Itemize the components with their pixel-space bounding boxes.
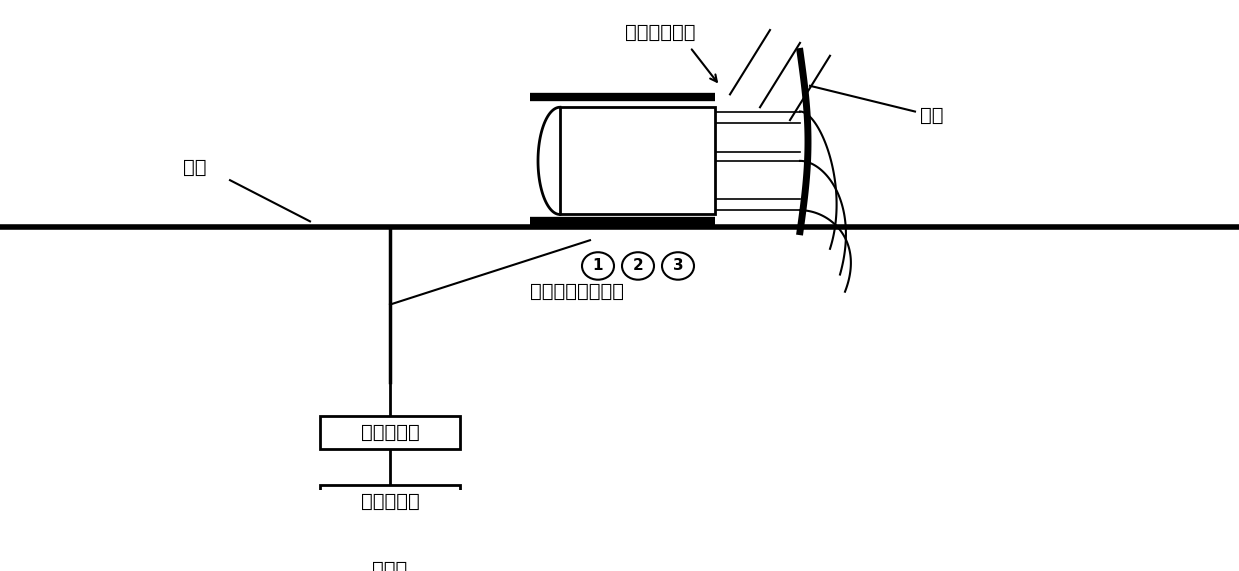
Text: 数据采集卡: 数据采集卡 xyxy=(361,492,419,510)
Text: 2: 2 xyxy=(633,259,643,274)
Text: 温度传感器导线束: 温度传感器导线束 xyxy=(530,282,624,301)
Bar xyxy=(320,485,460,517)
Text: 3: 3 xyxy=(673,259,684,274)
Bar xyxy=(560,107,715,215)
Text: 计算机: 计算机 xyxy=(373,560,408,571)
Text: 高温高速喷流: 高温高速喷流 xyxy=(624,23,695,42)
Text: 地面: 地面 xyxy=(183,158,207,177)
Bar xyxy=(320,553,460,571)
Text: 挡板: 挡板 xyxy=(921,106,944,125)
Bar xyxy=(320,416,460,449)
Text: 温度变送器: 温度变送器 xyxy=(361,423,419,442)
Text: 1: 1 xyxy=(592,259,603,274)
